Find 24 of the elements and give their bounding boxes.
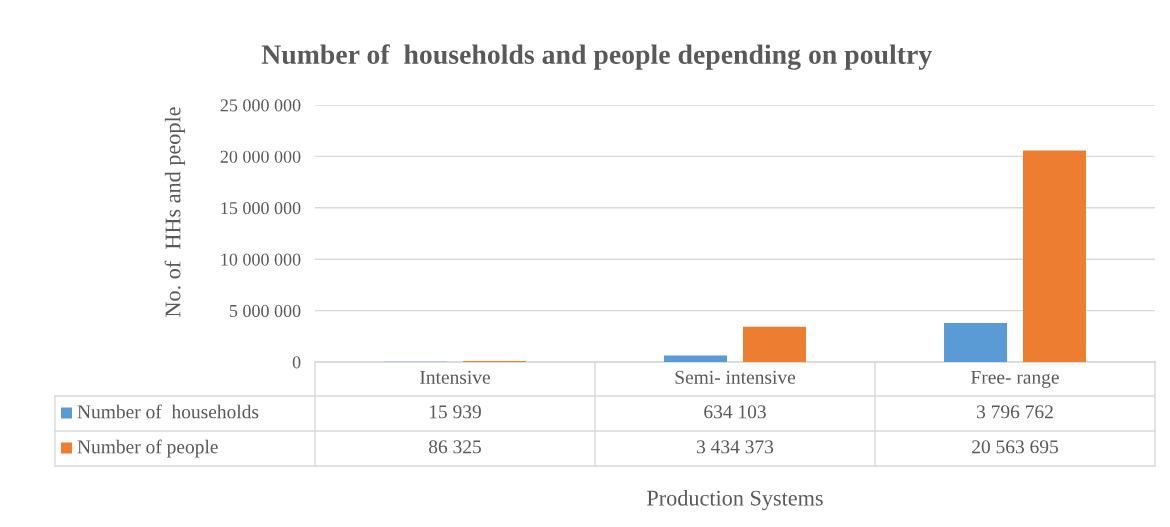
x-tick-label: Intensive (420, 370, 490, 384)
x-tick-label: Free- range (971, 370, 1059, 388)
bar (664, 355, 728, 362)
y-tick-label: 0 (292, 356, 301, 369)
y-tick-label: 25 000 000 (220, 99, 301, 112)
y-tick-label: 5 000 000 (229, 304, 301, 318)
chart-title: Number of households and people depending on poultry (261, 44, 932, 70)
bar (944, 322, 1008, 362)
y-tick-label: 15 000 000 (221, 202, 301, 215)
data-label: 3 796 762 (977, 405, 1053, 419)
legend-label: Number of households (77, 404, 259, 419)
legend-label: Number of people (77, 439, 218, 458)
data-label: 3 434 373 (697, 440, 774, 454)
data-label: 86 325 (429, 440, 481, 454)
y-axis-title: No. of HHs and people (164, 107, 185, 317)
data-label: 20 563 695 (972, 440, 1058, 454)
x-axis-title: Production Systems (647, 490, 823, 511)
bar (1022, 150, 1086, 362)
y-tick-label: 20 000 000 (220, 150, 301, 163)
data-label: 15 939 (429, 405, 481, 419)
x-tick-label: Semi- intensive (675, 370, 796, 384)
y-tick-label: 10 000 000 (221, 253, 301, 266)
bar (742, 326, 806, 362)
data-label: 634 103 (704, 405, 766, 419)
